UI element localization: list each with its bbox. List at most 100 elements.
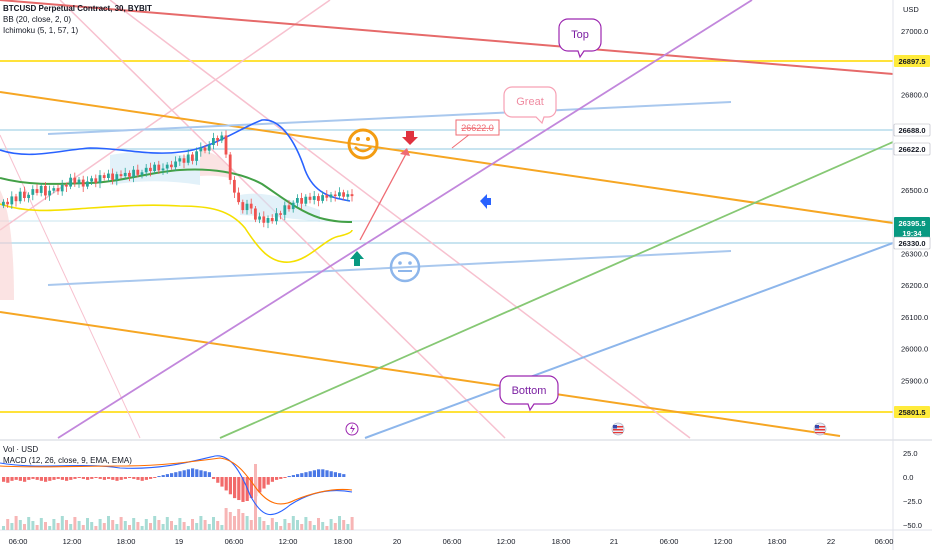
candle-body[interactable]	[144, 167, 148, 173]
ichimoku-legend[interactable]: Ichimoku (5, 1, 57, 1)	[3, 26, 79, 35]
candle-body[interactable]	[237, 192, 240, 203]
pink-diagonal-2[interactable]	[109, 0, 691, 439]
candle-body[interactable]	[98, 175, 102, 183]
candle-body[interactable]	[115, 174, 119, 180]
candle-body[interactable]	[195, 151, 198, 161]
candle-body[interactable]	[136, 169, 140, 175]
blue-rising-line[interactable]	[364, 242, 894, 439]
candle-body[interactable]	[140, 172, 144, 175]
candle-body[interactable]	[170, 164, 173, 168]
candle-body[interactable]	[312, 196, 316, 200]
candle-body[interactable]	[52, 188, 56, 191]
candle-body[interactable]	[241, 202, 245, 211]
candle-body[interactable]	[14, 196, 18, 202]
candle-body[interactable]	[161, 168, 165, 171]
candle-body[interactable]	[69, 177, 72, 187]
candle-body[interactable]	[27, 194, 30, 199]
orange-trendline-upper[interactable]	[0, 91, 894, 224]
price-label-callout[interactable]: 26622.0	[451, 119, 500, 149]
red-resistance-line[interactable]	[0, 0, 894, 75]
up-arrow-marker[interactable]	[350, 251, 364, 266]
candle-body[interactable]	[254, 208, 257, 220]
candle-body[interactable]	[304, 196, 308, 204]
candle-body[interactable]	[329, 194, 333, 198]
down-arrow-marker[interactable]	[402, 131, 418, 145]
candle-body[interactable]	[90, 178, 93, 182]
candle-body[interactable]	[10, 196, 14, 205]
candle-body[interactable]	[111, 173, 114, 180]
candle-body[interactable]	[191, 154, 194, 161]
candle-body[interactable]	[203, 147, 207, 151]
candle-body[interactable]	[182, 158, 186, 163]
candle-body[interactable]	[233, 179, 236, 193]
candle-body[interactable]	[128, 172, 131, 177]
candle-body[interactable]	[296, 198, 299, 203]
candle-body[interactable]	[153, 164, 156, 172]
candle-body[interactable]	[342, 192, 345, 197]
candle-body[interactable]	[86, 181, 89, 187]
candle-body[interactable]	[35, 189, 39, 193]
bb-legend[interactable]: BB (20, close, 2, 0)	[3, 15, 72, 24]
us-flag-event-icon-2[interactable]	[813, 422, 827, 436]
candle-body[interactable]	[2, 201, 5, 206]
candle-body[interactable]	[291, 202, 295, 210]
candle-body[interactable]	[249, 203, 253, 209]
candle-body[interactable]	[94, 178, 98, 183]
candle-body[interactable]	[165, 164, 169, 169]
candle-body[interactable]	[275, 213, 278, 222]
candle-body[interactable]	[228, 154, 232, 180]
symbol-legend[interactable]: BTCUSD Perpetual Contract, 30, BYBIT	[3, 4, 152, 13]
candle-body[interactable]	[56, 188, 60, 192]
candle-body[interactable]	[132, 169, 135, 177]
candle-body[interactable]	[81, 179, 85, 187]
great-callout[interactable]: Great	[503, 86, 557, 125]
candle-body[interactable]	[220, 135, 224, 141]
time-axis[interactable]: 06:00 12:00 18:00 19 06:00 12:00 18:00 20 06:00 1…	[9, 537, 894, 546]
us-flag-event-icon-1[interactable]	[611, 422, 625, 436]
candle-body[interactable]	[287, 205, 291, 210]
candle-body[interactable]	[149, 167, 152, 172]
candle-body[interactable]	[216, 137, 219, 141]
candle-body[interactable]	[338, 192, 341, 197]
pink-diagonal-4[interactable]	[0, 134, 141, 439]
top-callout[interactable]: Top	[558, 18, 602, 59]
candle-body[interactable]	[207, 144, 211, 151]
left-arrow-marker[interactable]	[480, 194, 491, 209]
candle-body[interactable]	[325, 195, 329, 198]
candle-body[interactable]	[262, 216, 266, 223]
candle-body[interactable]	[317, 196, 320, 201]
candle-body[interactable]	[44, 185, 47, 196]
candle-body[interactable]	[199, 147, 203, 152]
candle-body[interactable]	[31, 189, 35, 195]
candle-body[interactable]	[258, 216, 261, 220]
candle-body[interactable]	[119, 174, 123, 177]
candle-body[interactable]	[245, 203, 249, 211]
neutral-face-icon[interactable]	[389, 251, 421, 283]
candle-body[interactable]	[65, 184, 68, 187]
pink-diagonal-1[interactable]	[59, 0, 506, 439]
candles[interactable]	[2, 130, 354, 229]
macd-legend[interactable]: MACD (12, 26, close, 9, EMA, EMA)	[3, 456, 132, 465]
candle-body[interactable]	[60, 184, 64, 192]
candle-body[interactable]	[73, 177, 77, 184]
candle-body[interactable]	[39, 185, 43, 193]
bottom-callout[interactable]: Bottom	[499, 375, 559, 412]
candle-body[interactable]	[23, 191, 26, 199]
candle-body[interactable]	[123, 172, 127, 177]
candle-body[interactable]	[107, 173, 110, 179]
happy-face-icon[interactable]	[347, 128, 379, 160]
candle-body[interactable]	[333, 194, 337, 197]
candle-body[interactable]	[321, 195, 324, 201]
candle-body[interactable]	[212, 137, 215, 145]
blue-channel-upper[interactable]	[47, 101, 732, 135]
candle-body[interactable]	[157, 164, 161, 171]
candle-body[interactable]	[270, 218, 274, 222]
macd-pane[interactable]	[0, 455, 354, 530]
candle-body[interactable]	[350, 194, 354, 197]
lightning-event-icon[interactable]	[345, 422, 359, 436]
candle-body[interactable]	[224, 135, 228, 155]
candle-body[interactable]	[186, 154, 190, 163]
blue-channel-lower[interactable]	[47, 250, 732, 286]
candle-body[interactable]	[6, 201, 9, 205]
